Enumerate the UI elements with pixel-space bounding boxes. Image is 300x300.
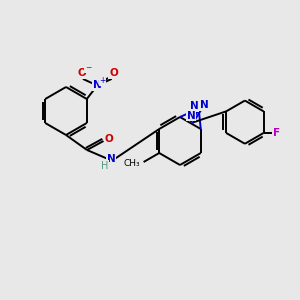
Text: +: + [99,76,106,85]
Text: −: − [85,64,91,73]
Text: N: N [93,80,102,91]
Text: CH₃: CH₃ [124,159,140,168]
Text: H: H [101,160,108,171]
Text: N: N [200,100,208,110]
Text: N: N [190,101,199,111]
Text: O: O [109,68,118,79]
Text: F: F [273,128,280,138]
Text: O: O [77,68,86,79]
Text: N: N [106,154,116,164]
Text: N: N [187,111,195,121]
Text: O: O [104,134,113,145]
